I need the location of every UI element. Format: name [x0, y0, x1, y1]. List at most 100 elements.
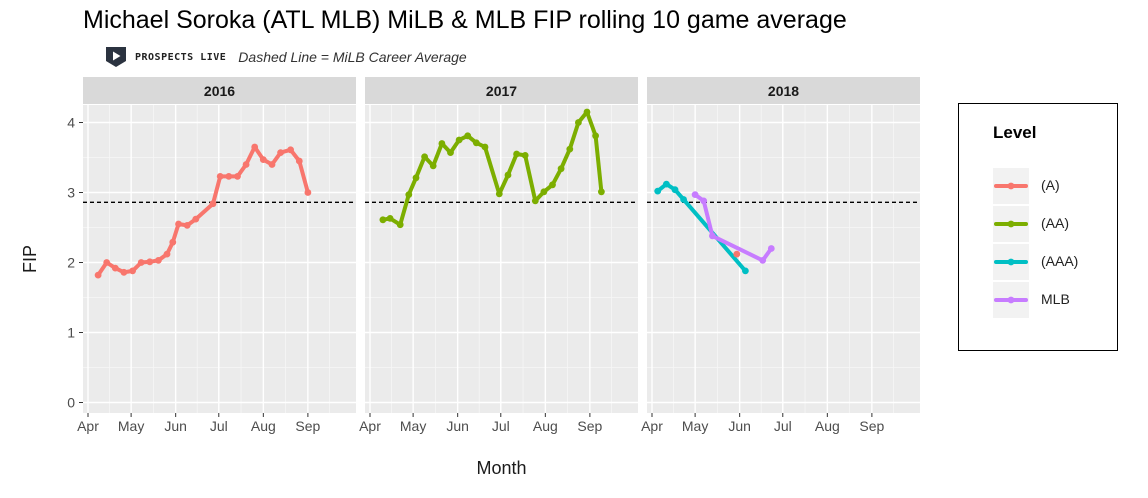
data-point-a [242, 161, 250, 168]
y-tick-label: 4 [67, 115, 75, 131]
legend-label: (A) [1041, 177, 1060, 193]
x-tick-label: Aug [251, 418, 276, 434]
legend: Level (A) (AA) (AAA) MLB [958, 103, 1118, 351]
data-point-a [111, 264, 119, 272]
data-point-a [94, 271, 102, 279]
legend-item: MLB [993, 282, 1103, 318]
data-point-aa [504, 171, 512, 179]
data-point-a [225, 173, 233, 180]
x-tick-label: May [400, 418, 426, 434]
data-point-aa [405, 191, 413, 199]
panel-background [647, 105, 920, 413]
legend-label: (AAA) [1041, 253, 1079, 269]
chart-subtitle: Dashed Line = MiLB Career Average [238, 49, 467, 65]
data-point-aa [429, 162, 437, 170]
data-point-aa [513, 150, 520, 158]
y-tick-label: 1 [67, 325, 75, 341]
data-point-aa [495, 190, 503, 198]
x-tick-label: Sep [859, 418, 884, 434]
x-tick-label: Jul [774, 418, 792, 434]
data-point-a [137, 259, 145, 266]
y-tick-label: 3 [67, 185, 75, 201]
data-point-aa [592, 132, 599, 140]
data-point-a [234, 173, 241, 180]
data-point-a [155, 257, 162, 264]
x-tick-label: Apr [641, 418, 663, 434]
data-point-aa [386, 215, 394, 222]
data-point-a [183, 222, 191, 229]
data-point-a [295, 157, 303, 165]
data-point-a [268, 161, 276, 168]
panel-background [83, 105, 356, 413]
data-point-a [209, 200, 217, 208]
subtitle-row: PROSPECTS LIVE Dashed Line = MiLB Career… [105, 45, 467, 69]
legend-title: Level [993, 123, 1037, 142]
data-point-aa [481, 143, 489, 151]
data-point-aa [412, 174, 420, 182]
data-point-a [146, 258, 154, 266]
panel-background [365, 105, 638, 413]
x-tick-label: May [682, 418, 708, 434]
legend-key [993, 168, 1029, 204]
prospects-live-logo: PROSPECTS LIVE [105, 46, 226, 68]
data-point-a [277, 149, 284, 157]
series-line-aa [380, 110, 604, 227]
legend-key [993, 282, 1029, 318]
facet-strip-label: 2017 [486, 83, 517, 99]
data-point-a [103, 259, 111, 266]
data-point-a [733, 250, 741, 258]
x-tick-label: Jun [164, 418, 187, 434]
x-tick-label: Sep [295, 418, 320, 434]
data-point-a [192, 215, 200, 223]
x-tick-label: Aug [533, 418, 558, 434]
legend-item: (AAA) [993, 244, 1103, 280]
data-point-aa [455, 136, 463, 144]
data-point-aaa [742, 267, 749, 275]
x-tick-label: Jul [492, 418, 510, 434]
x-tick-label: Jul [210, 418, 228, 434]
chart-title: Michael Soroka (ATL MLB) MiLB & MLB FIP … [83, 6, 847, 34]
data-point-aa [583, 108, 591, 116]
x-tick-label: Jun [728, 418, 751, 434]
data-point-aa [598, 188, 605, 196]
facet-strip-label: 2018 [768, 83, 799, 99]
x-axis-title: Month [476, 458, 526, 478]
data-point-mlb [700, 197, 708, 205]
legend-key [993, 244, 1029, 280]
x-tick-label: Sep [577, 418, 602, 434]
data-point-a [259, 156, 267, 164]
x-tick-label: Apr [77, 418, 99, 434]
data-point-a [216, 173, 224, 180]
legend-key [993, 206, 1029, 242]
data-point-a [175, 220, 182, 228]
data-point-aa [379, 216, 387, 224]
facet-strip [83, 77, 356, 104]
data-point-aa [447, 149, 454, 157]
data-point-mlb [767, 245, 775, 252]
facet-strip [365, 77, 638, 104]
data-point-aa [521, 152, 529, 159]
data-point-a [251, 143, 259, 151]
data-point-aa [566, 145, 574, 153]
data-point-mlb [759, 257, 767, 264]
data-point-aa [396, 221, 404, 229]
data-point-a [169, 238, 177, 246]
facet-strip-label: 2016 [204, 83, 235, 99]
data-point-aa [575, 119, 582, 126]
legend-label: (AA) [1041, 215, 1069, 231]
x-tick-label: Aug [815, 418, 840, 434]
legend-item: (A) [993, 168, 1103, 204]
legend-item: (AA) [993, 206, 1103, 242]
data-point-aa [464, 132, 472, 140]
data-point-a [287, 146, 294, 154]
y-tick-label: 2 [67, 255, 75, 271]
x-tick-label: Jun [446, 418, 469, 434]
y-axis-title: FIP [20, 245, 40, 273]
data-point-aa [549, 181, 556, 189]
data-point-a [129, 267, 137, 275]
data-point-a [120, 268, 128, 276]
data-point-aaa [680, 196, 687, 203]
data-point-a [163, 250, 171, 258]
data-point-aa [421, 153, 428, 161]
